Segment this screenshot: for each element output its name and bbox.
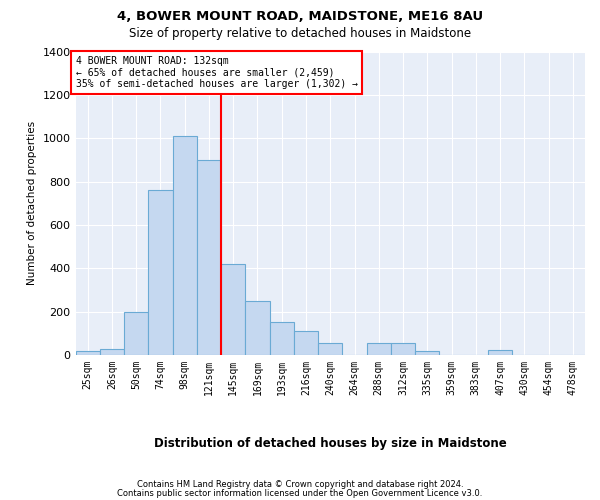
Bar	[221, 264, 245, 355]
X-axis label: Distribution of detached houses by size in Maidstone: Distribution of detached houses by size …	[154, 437, 506, 450]
Bar	[318, 344, 343, 355]
Bar	[124, 312, 148, 355]
Bar	[245, 301, 269, 355]
Bar	[488, 350, 512, 355]
Bar	[76, 351, 100, 355]
Text: 4 BOWER MOUNT ROAD: 132sqm
← 65% of detached houses are smaller (2,459)
35% of s: 4 BOWER MOUNT ROAD: 132sqm ← 65% of deta…	[76, 56, 358, 89]
Text: Size of property relative to detached houses in Maidstone: Size of property relative to detached ho…	[129, 28, 471, 40]
Bar	[415, 351, 439, 355]
Bar	[148, 190, 173, 355]
Bar	[269, 322, 294, 355]
Text: 4, BOWER MOUNT ROAD, MAIDSTONE, ME16 8AU: 4, BOWER MOUNT ROAD, MAIDSTONE, ME16 8AU	[117, 10, 483, 23]
Bar	[100, 348, 124, 355]
Text: Contains HM Land Registry data © Crown copyright and database right 2024.: Contains HM Land Registry data © Crown c…	[137, 480, 463, 489]
Y-axis label: Number of detached properties: Number of detached properties	[27, 122, 37, 286]
Bar	[391, 344, 415, 355]
Text: Contains public sector information licensed under the Open Government Licence v3: Contains public sector information licen…	[118, 488, 482, 498]
Bar	[367, 344, 391, 355]
Bar	[197, 160, 221, 355]
Bar	[294, 332, 318, 355]
Bar	[173, 136, 197, 355]
